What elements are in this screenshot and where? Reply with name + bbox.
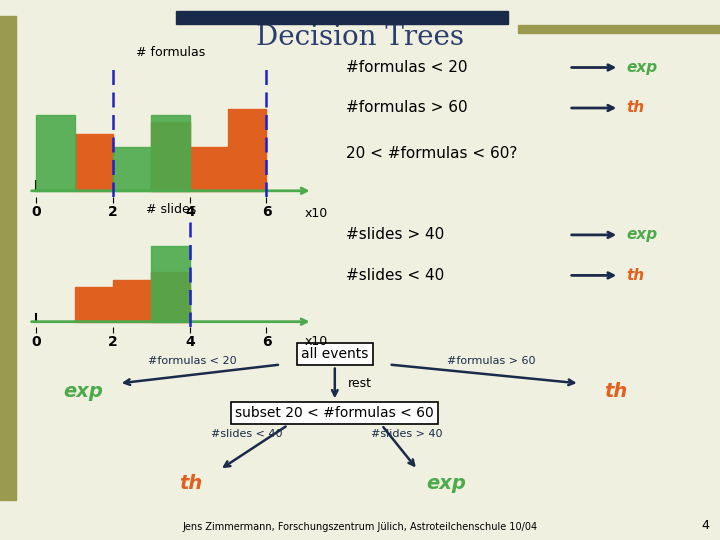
Bar bbox=[151, 272, 190, 322]
Text: #formulas > 60: #formulas > 60 bbox=[346, 100, 467, 116]
Text: #slides < 40: #slides < 40 bbox=[211, 429, 282, 440]
Bar bbox=[151, 115, 190, 191]
Bar bbox=[228, 109, 266, 191]
Bar bbox=[75, 287, 113, 322]
Text: #slides < 40: #slides < 40 bbox=[346, 268, 444, 283]
Text: exp: exp bbox=[426, 474, 467, 493]
Text: #formulas > 60: #formulas > 60 bbox=[447, 356, 536, 366]
Text: rest: rest bbox=[348, 377, 372, 390]
Text: x10: x10 bbox=[305, 207, 328, 220]
Bar bbox=[151, 246, 190, 322]
Bar bbox=[190, 147, 228, 191]
Bar bbox=[0, 16, 16, 500]
Text: 4: 4 bbox=[701, 519, 709, 532]
Text: Decision Trees: Decision Trees bbox=[256, 24, 464, 51]
Text: #slides > 40: #slides > 40 bbox=[346, 227, 444, 242]
Text: Jens Zimmermann, Forschungszentrum Jülich, Astroteilchenschule 10/04: Jens Zimmermann, Forschungszentrum Jülic… bbox=[182, 522, 538, 532]
Bar bbox=[151, 122, 190, 191]
Text: all events: all events bbox=[301, 347, 369, 361]
Text: x10: x10 bbox=[305, 335, 328, 348]
Bar bbox=[518, 25, 720, 33]
Text: #formulas < 20: #formulas < 20 bbox=[148, 356, 237, 366]
Bar bbox=[75, 134, 113, 191]
Text: th: th bbox=[179, 474, 202, 493]
Bar bbox=[113, 147, 151, 191]
Text: th: th bbox=[604, 382, 627, 401]
Text: # slides: # slides bbox=[145, 204, 196, 217]
Text: exp: exp bbox=[63, 382, 103, 401]
Text: th: th bbox=[626, 100, 644, 116]
Text: # formulas: # formulas bbox=[136, 45, 205, 58]
Text: subset 20 < #formulas < 60: subset 20 < #formulas < 60 bbox=[235, 406, 434, 420]
Text: #formulas < 20: #formulas < 20 bbox=[346, 60, 467, 75]
Text: exp: exp bbox=[626, 60, 657, 75]
Text: #slides > 40: #slides > 40 bbox=[371, 429, 443, 440]
Text: 20 < #formulas < 60?: 20 < #formulas < 60? bbox=[346, 146, 517, 161]
Bar bbox=[37, 115, 75, 191]
Text: exp: exp bbox=[626, 227, 657, 242]
Bar bbox=[113, 280, 151, 322]
Text: th: th bbox=[626, 268, 644, 283]
Bar bbox=[176, 11, 508, 24]
